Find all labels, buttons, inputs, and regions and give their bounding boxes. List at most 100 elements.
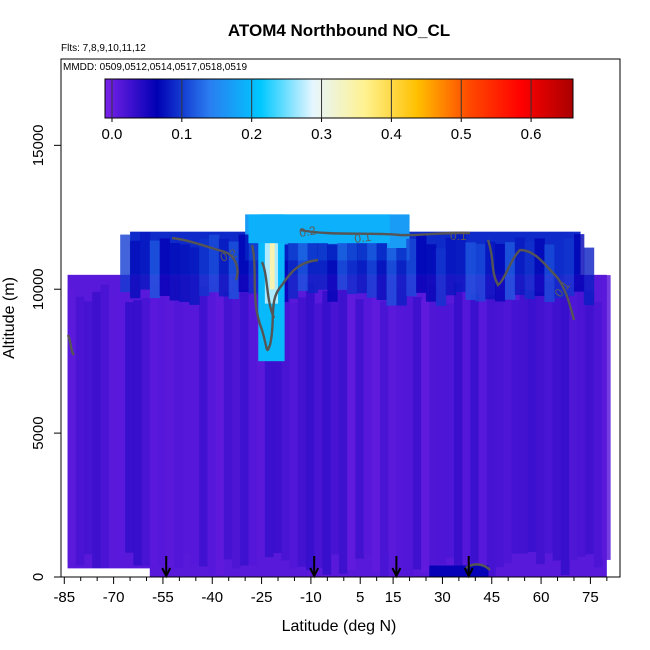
x-axis-label: Latitude (deg N) [282, 618, 397, 635]
heatmap-cell [223, 291, 233, 560]
contour-line [486, 239, 576, 321]
contour-line [66, 334, 75, 356]
colorbar: 0.0 0.1 0.2 0.3 0.4 0.5 0.6 [102, 78, 574, 143]
heatmap-cell [376, 242, 388, 301]
heatmap-cell [495, 243, 506, 302]
heatmap-cell [141, 298, 151, 567]
heatmap-cell [264, 295, 274, 558]
heatmap-cell [159, 238, 171, 296]
heatmap-cell [273, 275, 282, 553]
heatmap-cell [92, 291, 101, 570]
heatmap-cell [139, 232, 151, 290]
heatmap-cell [355, 299, 365, 559]
x-tick-label: 15 [385, 589, 402, 606]
heatmap-cell [317, 232, 328, 290]
heatmap-cell [435, 248, 447, 306]
contour-label: 0.1 [353, 230, 372, 246]
heatmap-cell [544, 244, 555, 303]
heatmap-cell [207, 284, 217, 574]
heatmap-cell [421, 299, 430, 573]
heatmap-cell [327, 244, 338, 302]
heatmap-cell [337, 232, 348, 290]
heatmap-cell [215, 290, 225, 575]
heatmap-cell [396, 248, 407, 306]
heatmap-cell [573, 234, 585, 292]
heatmap-cell [248, 214, 390, 244]
flight-turn-arrow [161, 556, 172, 579]
heatmap-cell [174, 281, 184, 568]
heatmap-cell [190, 278, 200, 565]
x-tick-label: -70 [103, 589, 125, 606]
heatmap-cell [84, 301, 93, 555]
heatmap-cell [577, 282, 586, 557]
x-tick-label: -55 [152, 589, 174, 606]
heatmap-cell [208, 234, 220, 293]
x-tick-label: 45 [483, 589, 500, 606]
heatmap-cell [583, 247, 595, 306]
heatmap-cell [149, 284, 159, 570]
heatmap-field [61, 214, 611, 577]
heatmap-cell [228, 241, 240, 300]
contour-label: 0.2 [218, 246, 239, 265]
heatmap-cell [116, 287, 126, 565]
heatmap-cell [166, 287, 175, 569]
heatmap-cell [338, 290, 348, 574]
heatmap-cell [585, 290, 595, 555]
heatmap-cell [445, 303, 455, 558]
heatmap-cell [475, 243, 486, 302]
heatmap-cell [485, 241, 496, 300]
flight-turn-arrows [161, 556, 474, 579]
y-tick-label: 15000 [30, 124, 47, 166]
colorbar-box [104, 78, 574, 119]
heatmap-cell [465, 242, 476, 300]
x-tick-label: 5 [356, 589, 364, 606]
x-tick-label: -40 [201, 589, 223, 606]
heatmap-cell [199, 238, 210, 297]
flight-turn-arrow [463, 556, 474, 579]
heatmap-cell [307, 235, 318, 294]
heatmap-cell [560, 290, 570, 576]
heatmap-cell [322, 290, 332, 575]
plot-frame [60, 58, 621, 578]
heatmap-cell [289, 302, 299, 569]
x-tick-label: -25 [251, 589, 273, 606]
heatmap-cell [514, 237, 526, 296]
heatmap-cell [182, 301, 192, 554]
heatmap-cell [536, 291, 545, 565]
heatmap-cell [366, 240, 378, 298]
flight-turn-arrow [309, 556, 320, 579]
heatmap-cell [601, 275, 611, 560]
x-tick-label: -85 [53, 589, 75, 606]
heatmap-cell [554, 240, 565, 299]
heatmap-cell [231, 276, 241, 569]
heatmap-cell [386, 248, 397, 306]
heatmap-cell [416, 235, 427, 293]
contour-line [299, 228, 471, 237]
heatmap-cell [504, 242, 516, 300]
heatmap-cell [564, 238, 575, 296]
heatmap-cell [470, 293, 480, 576]
heatmap-cell [519, 289, 529, 554]
heatmap-cell [356, 235, 368, 294]
heatmap-cell [314, 303, 323, 568]
contour-lines [66, 228, 576, 571]
x-tick-label: 60 [533, 589, 550, 606]
heatmap-cell [149, 240, 161, 299]
heatmap-cell [240, 289, 249, 566]
heatmap-cell [544, 280, 554, 554]
y-axis: 0 5000 10000 15000 [30, 124, 61, 581]
colorbar-tick-label: 0.5 [451, 126, 472, 143]
heatmap-cell [218, 238, 230, 297]
colorbar-tick-label: 0.6 [521, 126, 542, 143]
heatmap-cell [371, 279, 381, 573]
heatmap-cell [297, 297, 307, 567]
heatmap-cell [478, 301, 488, 576]
heatmap-cell [199, 286, 208, 567]
heatmap-cell [404, 289, 414, 576]
contour-line [260, 261, 276, 319]
heatmap-cell [396, 289, 406, 576]
heatmap-cell [429, 565, 489, 577]
x-tick-label: 30 [434, 589, 451, 606]
heatmap-cell [363, 284, 373, 555]
